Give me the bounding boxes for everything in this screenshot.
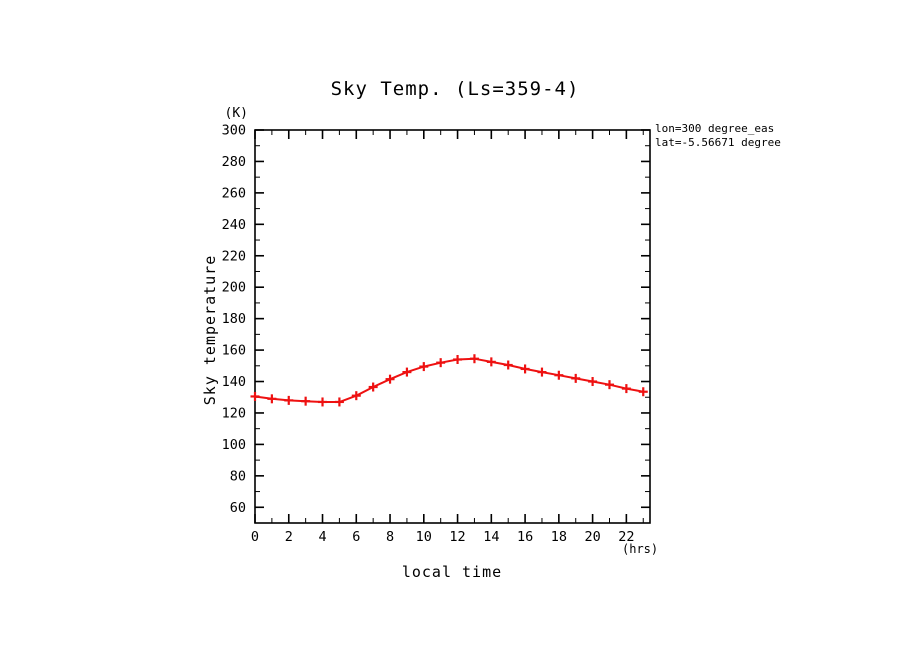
svg-text:280: 280	[222, 154, 246, 170]
svg-text:10: 10	[416, 529, 432, 545]
svg-text:120: 120	[222, 405, 246, 421]
svg-text:220: 220	[222, 248, 246, 264]
annotation-block: lon=300 degree_eas lat=-5.56671 degree	[655, 122, 781, 150]
svg-text:60: 60	[230, 500, 246, 516]
svg-text:200: 200	[222, 280, 246, 296]
svg-text:22: 22	[618, 529, 634, 545]
svg-text:2: 2	[285, 529, 293, 545]
svg-text:180: 180	[222, 311, 246, 327]
y-axis-unit: (K)	[224, 106, 248, 121]
svg-text:14: 14	[483, 529, 499, 545]
x-axis-label: local time	[401, 563, 503, 581]
svg-text:8: 8	[386, 529, 394, 545]
x-axis-unit: (hrs)	[622, 542, 659, 556]
svg-text:4: 4	[318, 529, 326, 545]
svg-text:160: 160	[222, 343, 246, 359]
svg-text:80: 80	[230, 468, 246, 484]
svg-text:18: 18	[551, 529, 567, 545]
svg-text:300: 300	[222, 123, 246, 139]
svg-text:100: 100	[222, 437, 246, 453]
svg-text:12: 12	[449, 529, 465, 545]
svg-text:140: 140	[222, 374, 246, 390]
annotation-longitude: lon=300 degree_eas	[655, 122, 775, 135]
svg-text:20: 20	[584, 529, 600, 545]
svg-text:6: 6	[352, 529, 360, 545]
svg-text:240: 240	[222, 217, 246, 233]
svg-text:0: 0	[251, 529, 259, 545]
svg-text:16: 16	[517, 529, 533, 545]
svg-text:260: 260	[222, 185, 246, 201]
annotation-latitude: lat=-5.56671 degree	[655, 136, 781, 149]
chart-title: Sky Temp. (Ls=359-4)	[330, 78, 580, 100]
